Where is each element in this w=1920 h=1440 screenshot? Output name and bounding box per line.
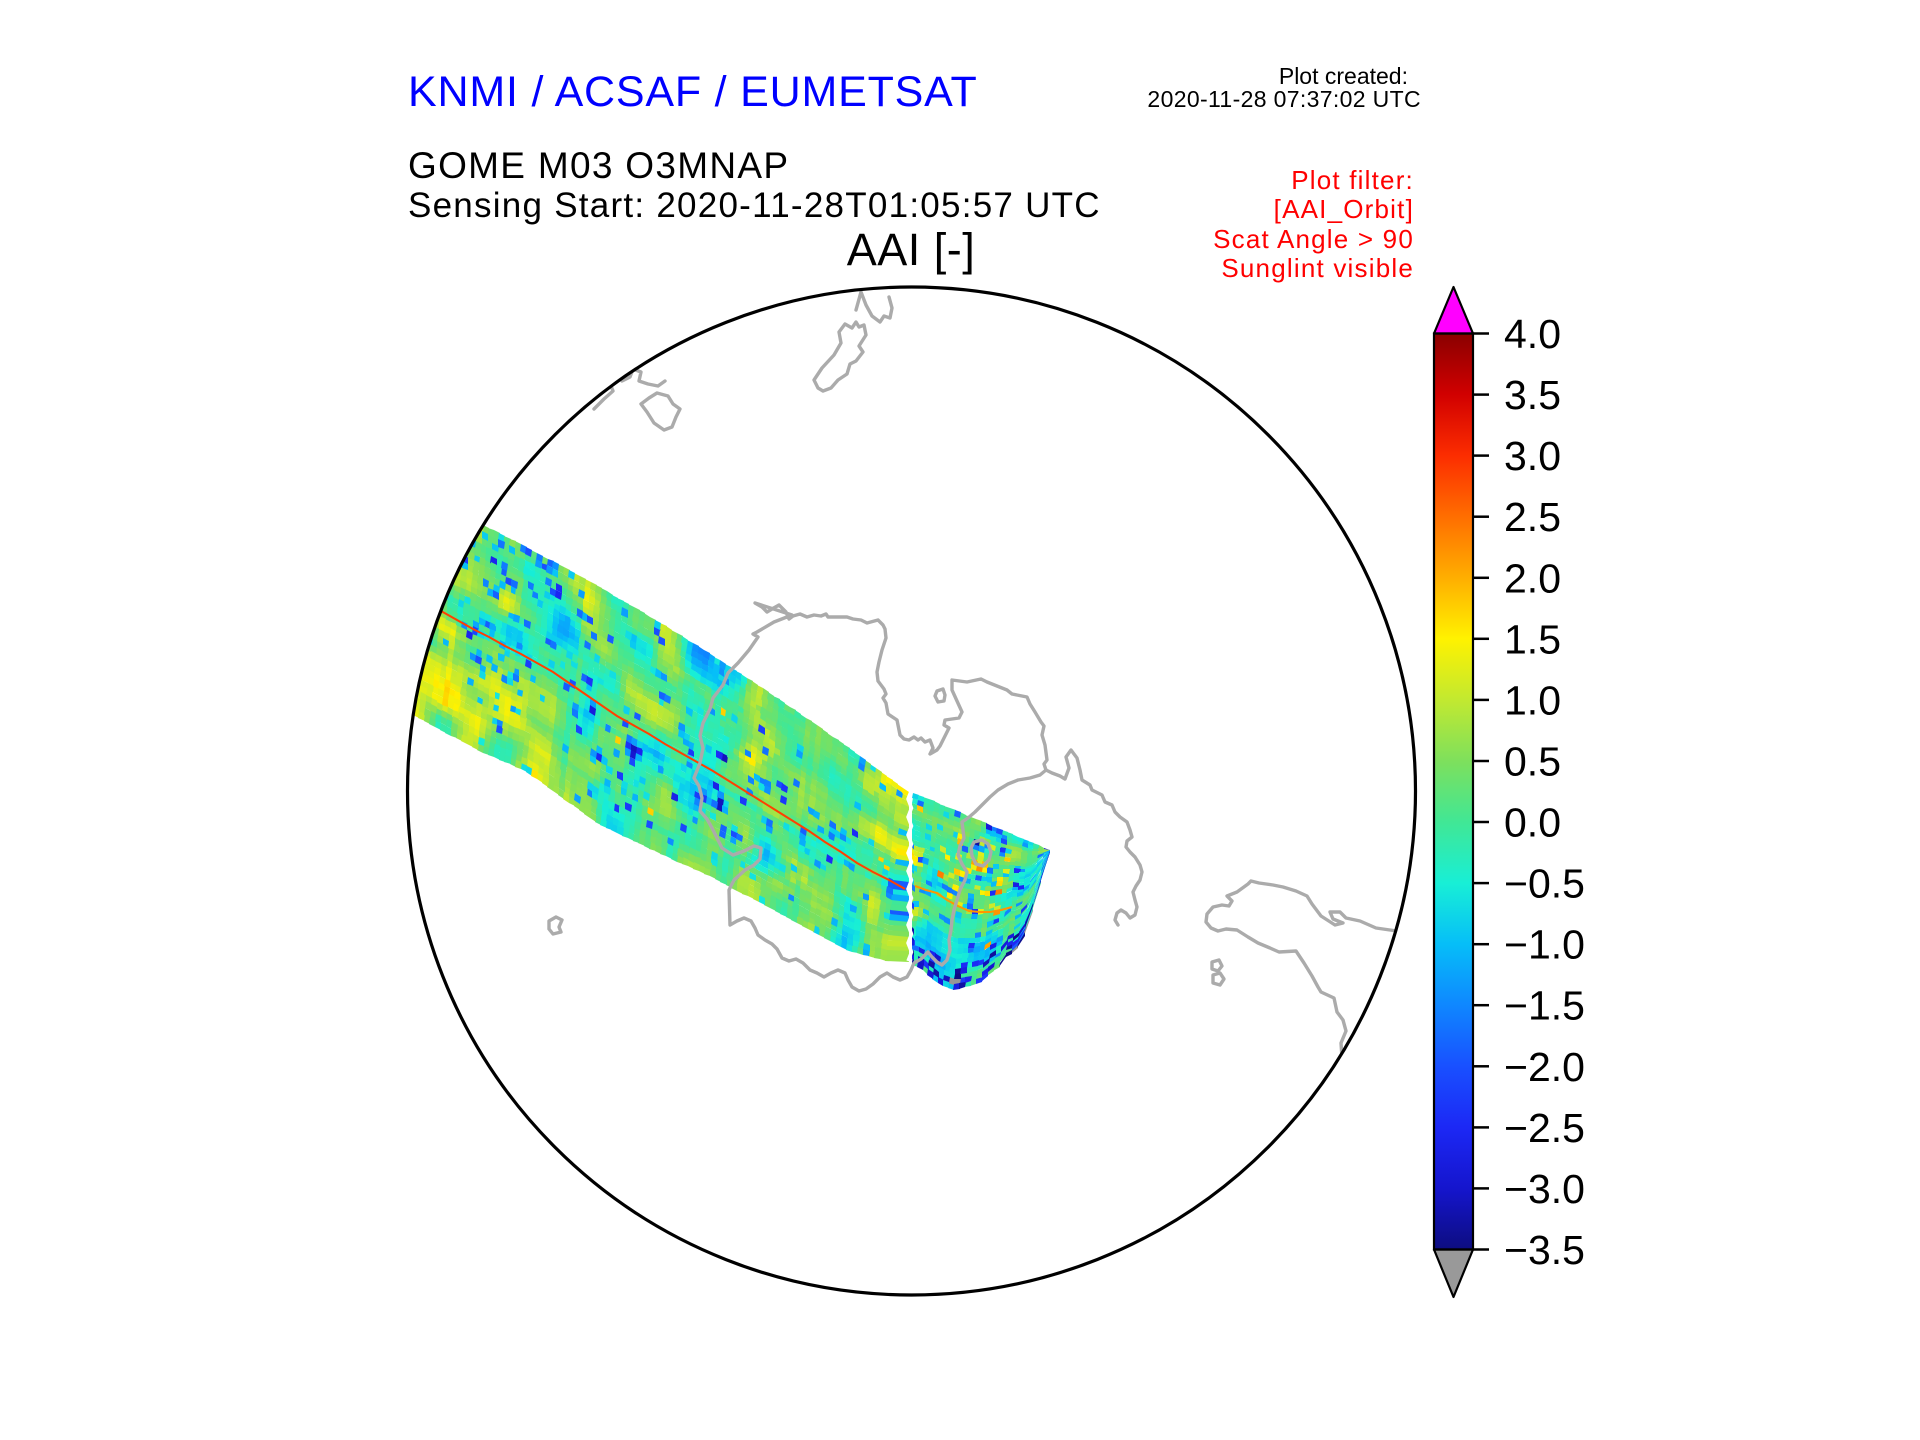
- svg-text:KNMI / ACSAF / EUMETSAT: KNMI / ACSAF / EUMETSAT: [408, 68, 978, 116]
- svg-text:−2.0: −2.0: [1504, 1044, 1585, 1090]
- svg-text:Sensing Start: 2020-11-28T01:0: Sensing Start: 2020-11-28T01:05:57 UTC: [408, 186, 1101, 225]
- svg-text:−2.5: −2.5: [1504, 1105, 1585, 1151]
- svg-text:3.5: 3.5: [1504, 372, 1561, 418]
- svg-text:2020-11-28 07:37:02 UTC: 2020-11-28 07:37:02 UTC: [1147, 86, 1421, 112]
- svg-text:Scat Angle > 90: Scat Angle > 90: [1213, 224, 1414, 254]
- svg-text:GOME M03 O3MNAP: GOME M03 O3MNAP: [408, 145, 789, 186]
- svg-text:−1.5: −1.5: [1504, 983, 1585, 1029]
- svg-text:1.5: 1.5: [1504, 616, 1561, 662]
- svg-text:−3.0: −3.0: [1504, 1166, 1585, 1212]
- svg-text:0.0: 0.0: [1504, 800, 1561, 846]
- svg-text:−0.5: −0.5: [1504, 861, 1585, 907]
- svg-text:Plot created:: Plot created:: [1279, 63, 1408, 89]
- svg-text:0.5: 0.5: [1504, 739, 1561, 785]
- svg-text:−1.0: −1.0: [1504, 922, 1585, 968]
- svg-text:AAI [-]: AAI [-]: [847, 224, 976, 275]
- svg-text:[AAI_Orbit]: [AAI_Orbit]: [1274, 194, 1414, 224]
- svg-text:Sunglint visible: Sunglint visible: [1221, 253, 1414, 283]
- svg-text:4.0: 4.0: [1504, 311, 1561, 357]
- svg-text:1.0: 1.0: [1504, 677, 1561, 723]
- svg-text:−3.5: −3.5: [1504, 1227, 1585, 1273]
- svg-text:Plot filter:: Plot filter:: [1291, 165, 1414, 195]
- svg-text:2.5: 2.5: [1504, 494, 1561, 540]
- svg-text:2.0: 2.0: [1504, 555, 1561, 601]
- svg-text:3.0: 3.0: [1504, 433, 1561, 479]
